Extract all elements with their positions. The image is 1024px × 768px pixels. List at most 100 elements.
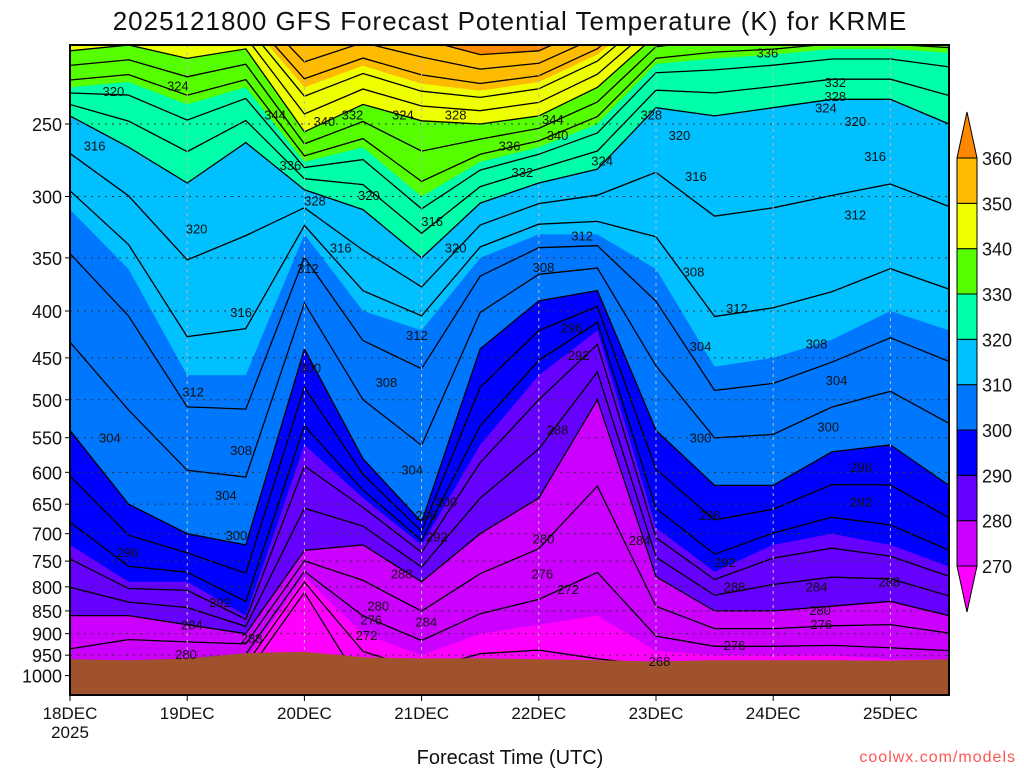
contour-label: 336 — [279, 158, 301, 173]
y-tick-label: 600 — [32, 463, 62, 483]
contour-label: 312 — [726, 301, 748, 316]
contour-label: 288 — [878, 574, 900, 589]
contour-label: 276 — [531, 567, 553, 582]
y-tick-label: 500 — [32, 391, 62, 411]
isentrope-360 — [303, 45, 554, 56]
x-tick-label: 18DEC — [43, 704, 98, 723]
isentrope-320 — [70, 98, 949, 259]
contour-label: 292 — [714, 555, 736, 570]
isentrope-336 — [70, 45, 676, 152]
isentrope-296 — [70, 305, 949, 575]
colorbar-label: 280 — [982, 512, 1012, 532]
contour-label: 328 — [640, 107, 662, 122]
isentrope-288 — [70, 343, 949, 621]
colorbar-label: 290 — [982, 466, 1012, 486]
contour-label: 296 — [117, 545, 139, 560]
x-tick-label: 21DEC — [394, 704, 449, 723]
isentrope-348 — [261, 45, 618, 99]
isentrope-356 — [287, 45, 582, 70]
contour-label: 296 — [850, 460, 872, 475]
y-tick-label: 800 — [32, 578, 62, 598]
contour-label: 280 — [533, 532, 555, 547]
contour-label: 340 — [313, 114, 335, 129]
colorbar-segment-320 — [956, 293, 978, 340]
y-tick-label: 850 — [32, 602, 62, 622]
contour-label: 308 — [533, 260, 555, 275]
colorbar-label: 320 — [982, 330, 1012, 350]
y-tick-label: 950 — [32, 646, 62, 666]
contour-label: 312 — [844, 208, 866, 223]
contour-label: 272 — [356, 628, 378, 643]
contour-label: 308 — [806, 336, 828, 351]
y-tick-label: 650 — [32, 495, 62, 515]
contour-label: 312 — [406, 328, 428, 343]
isentrope-324 — [70, 78, 949, 235]
colorbar-segment-310 — [956, 338, 978, 386]
isentrope-280 — [70, 398, 949, 635]
isentrope-344 — [251, 45, 633, 115]
colorbar-segment-350 — [956, 157, 978, 204]
isentrope-284 — [70, 370, 949, 628]
y-tick-label: 700 — [32, 525, 62, 545]
contour-label: 320 — [103, 84, 125, 99]
terrain-fill — [70, 651, 949, 695]
contour-label: 320 — [844, 114, 866, 129]
contour-label: 296 — [699, 508, 721, 523]
contour-label: 340 — [547, 128, 569, 143]
contour-label: 304 — [401, 463, 423, 478]
x-tick-label: 22DEC — [511, 704, 566, 723]
theta-band-above-350 — [268, 45, 610, 91]
contour-label: 332 — [342, 107, 364, 122]
contour-label: 288 — [724, 579, 746, 594]
contour-label: 280 — [367, 599, 389, 614]
contour-label: 276 — [810, 617, 832, 632]
contour-label: 308 — [230, 443, 252, 458]
colorbar-segment-290 — [956, 429, 978, 476]
contour-label: 292 — [426, 529, 448, 544]
contour-label: 320 — [445, 240, 467, 255]
contour-label: 288 — [547, 423, 569, 438]
contour-label: 312 — [571, 229, 593, 244]
contour-label: 312 — [182, 385, 204, 400]
colorbar-max-arrow — [956, 111, 978, 159]
y-tick-label: 450 — [32, 349, 62, 369]
contour-label: 320 — [186, 221, 208, 236]
contour-label: 300 — [435, 495, 457, 510]
contour-label: 328 — [445, 107, 467, 122]
isentrope-328 — [70, 58, 949, 210]
colorbar-label: 270 — [982, 557, 1012, 577]
x-tick-label: 20DEC — [277, 704, 332, 723]
contour-label: 284 — [181, 618, 203, 633]
contour-label: 304 — [690, 339, 712, 354]
contour-label: 300 — [299, 360, 321, 375]
contour-label: 284 — [415, 615, 437, 630]
contour-label: 300 — [817, 420, 839, 435]
contour-label: 276 — [724, 638, 746, 653]
contour-label: 328 — [304, 193, 326, 208]
contour-label: 308 — [376, 375, 398, 390]
contour-label: 336 — [756, 46, 778, 61]
isentrope-contours — [70, 45, 949, 695]
x-tick-label: 19DEC — [160, 704, 215, 723]
contour-label: 296 — [561, 321, 583, 336]
contour-label: 316 — [230, 305, 252, 320]
contour-label: 296 — [415, 508, 437, 523]
colorbar-segment-300 — [956, 384, 978, 431]
colorbar: 270 280 290 300 310 320 330 340 350 360 — [956, 111, 1012, 613]
terrain — [70, 651, 949, 695]
contour-label: 300 — [226, 528, 248, 543]
plot-frame — [69, 44, 950, 696]
contour-label: 344 — [264, 107, 286, 122]
contour-label: 316 — [84, 139, 106, 154]
contour-label: 328 — [824, 89, 846, 104]
contour-label: 324 — [591, 153, 613, 168]
colorbar-segment-270 — [956, 520, 978, 567]
colorbar-segment-340 — [956, 202, 978, 250]
contour-label: 316 — [685, 169, 707, 184]
watermark: coolwx.com/models — [859, 749, 1016, 766]
x-tick-label: 25DEC — [863, 704, 918, 723]
contour-label: 284 — [629, 533, 651, 548]
colorbar-segment-280 — [956, 474, 978, 522]
contour-label: 280 — [809, 603, 831, 618]
